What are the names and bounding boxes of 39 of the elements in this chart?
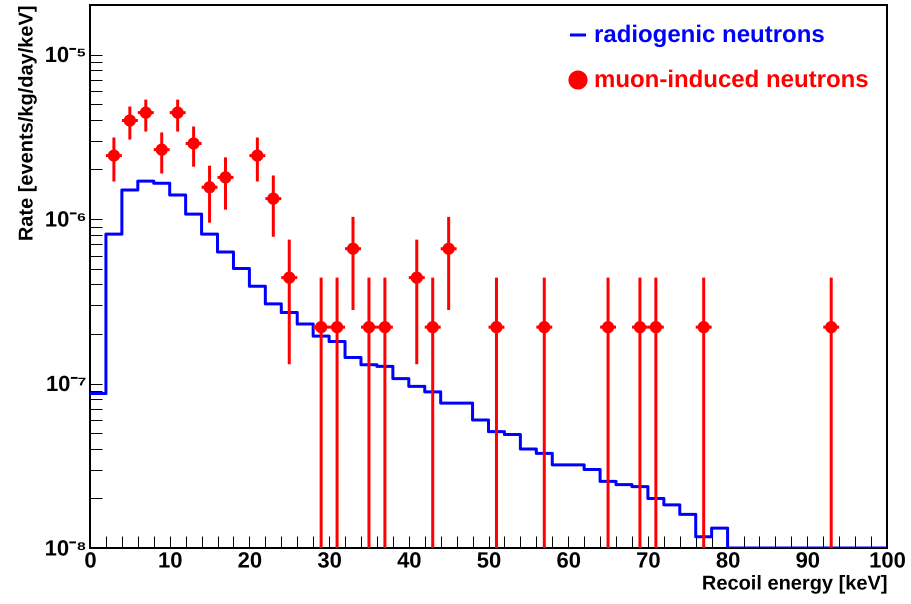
legend-label: muon-induced neutrons: [594, 66, 869, 93]
point: [203, 181, 216, 194]
point: [825, 321, 838, 334]
point: [219, 171, 232, 184]
x-tick-label: 40: [397, 548, 422, 572]
y-axis-title: Rate [events/kg/day/keV]: [16, 6, 38, 242]
point: [283, 272, 296, 284]
point: [251, 149, 264, 162]
point: [698, 321, 710, 334]
x-tick-label: 70: [636, 548, 661, 572]
point: [538, 321, 550, 334]
point: [172, 106, 184, 119]
point: [490, 321, 503, 334]
x-tick-label: 10: [158, 548, 182, 572]
point: [426, 321, 439, 334]
point: [602, 321, 614, 334]
point: [442, 242, 455, 255]
legend-label: radiogenic neutrons: [594, 21, 825, 48]
y-tick-label: 10⁻⁷: [46, 371, 86, 396]
point: [267, 192, 280, 205]
x-axis-title: Recoil energy [keV]: [702, 572, 888, 594]
point: [108, 149, 120, 162]
x-tick-label: 20: [238, 548, 262, 572]
point: [140, 106, 152, 119]
point: [346, 242, 360, 255]
x-tick-label: 80: [716, 548, 740, 572]
y-tick-label: 10⁻⁸: [44, 536, 86, 560]
x-tick-label: 50: [476, 548, 502, 572]
x-tick-label: 30: [317, 548, 342, 572]
y-tick-label: 10⁻⁵: [44, 42, 86, 68]
x-tick-label: 0: [84, 548, 97, 572]
x-tick-label: 90: [796, 548, 820, 572]
y-tick-label: 10⁻⁶: [44, 206, 86, 232]
point: [187, 137, 200, 150]
point: [124, 114, 136, 127]
point: [410, 272, 423, 284]
point: [156, 144, 168, 156]
x-tick-label: 60: [556, 548, 581, 572]
x-tick-label: 100: [869, 548, 906, 572]
